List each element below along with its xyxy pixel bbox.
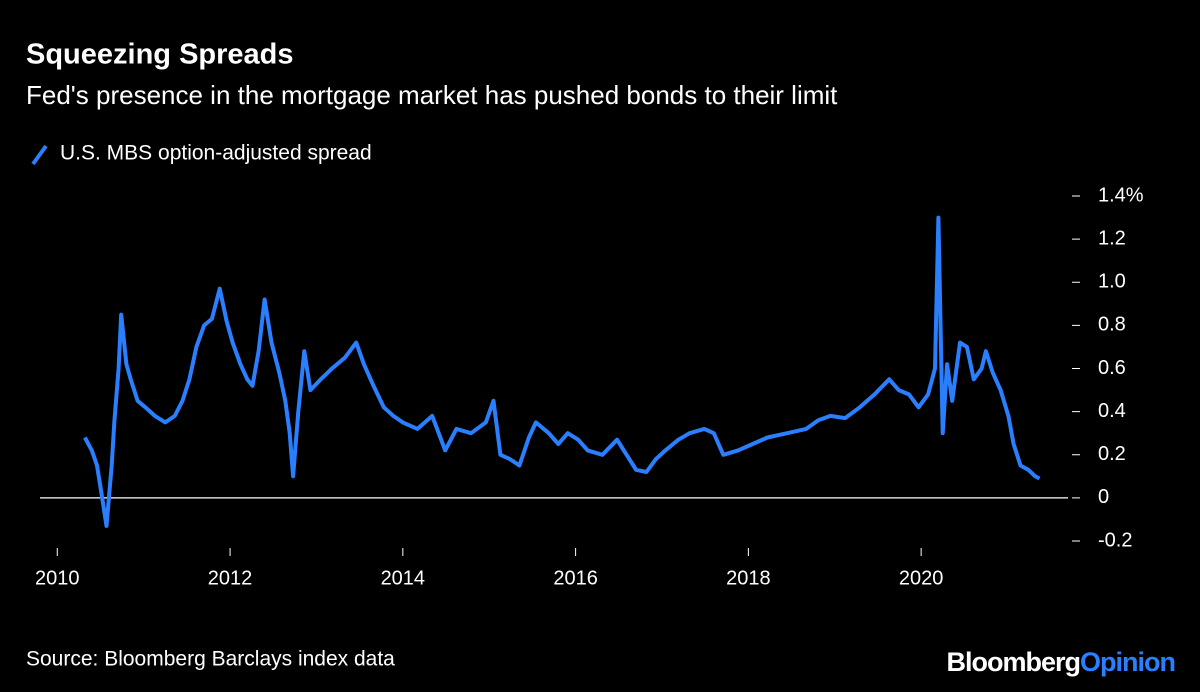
y-tick-label: 0 [1098,486,1109,508]
branding: BloombergOpinion [947,647,1176,677]
series-line [83,215,1041,528]
x-tick-label: 2020 [899,567,944,589]
legend-label: U.S. MBS option-adjusted spread [60,142,372,165]
x-tick-label: 2012 [208,567,253,589]
legend-swatch [31,144,48,166]
y-tick-label: -0.2 [1098,529,1132,551]
y-tick-label: 0.4 [1098,400,1126,422]
x-tick-label: 2010 [35,567,80,589]
y-tick-label: 0.6 [1098,357,1126,379]
y-tick-label: 0.2 [1098,443,1126,465]
y-tick-label: 1.4% [1098,184,1144,206]
x-tick-label: 2018 [726,567,771,589]
y-tick-label: 1.0 [1098,271,1126,293]
source-note: Source: Bloomberg Barclays index data [26,648,395,671]
chart-subtitle: Fed's presence in the mortgage market ha… [26,80,838,110]
chart-title: Squeezing Spreads [26,39,294,71]
brand-suffix: Opinion [1080,647,1175,677]
x-tick-label: 2016 [553,567,598,589]
y-tick-label: 1.2 [1098,227,1126,249]
y-tick-label: 0.8 [1098,314,1126,336]
brand-name: Bloomberg [947,647,1081,677]
x-tick-label: 2014 [381,567,426,589]
